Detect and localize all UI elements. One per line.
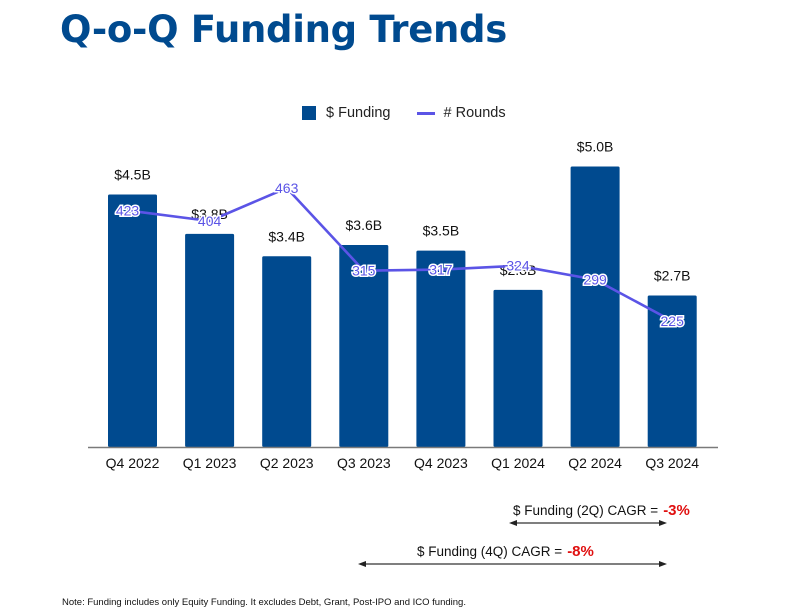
x-tick-label: Q2 2023: [260, 455, 314, 471]
cagr-2q-value: -3%: [663, 502, 690, 519]
rounds-line: [127, 186, 673, 323]
cagr-4q-annotation: $ Funding (4Q) CAGR = -8%: [417, 543, 594, 560]
cagr-4q-arrow-right-head: [659, 561, 667, 567]
funding-bar: [185, 233, 235, 447]
rounds-value-label: 317: [429, 262, 453, 278]
cagr-2q-annotation: $ Funding (2Q) CAGR = -3%: [513, 502, 690, 519]
funding-value-label: $3.4B: [268, 228, 305, 244]
x-axis-ticks: Q4 2022 Q1 2023 Q2 2023 Q3 2023 Q4 2023 Q1 20…: [106, 455, 700, 471]
rounds-value-label: 225: [661, 313, 685, 329]
funding-labels: $4.5B$3.8B$3.4B$3.6B $3.5B$2.8B$5.0B$2.7B: [114, 139, 690, 284]
page-title: Q-o-Q Funding Trends: [60, 8, 507, 51]
funding-bar: [570, 166, 620, 447]
rounds-value-label: 404: [198, 213, 222, 229]
funding-bar: [339, 245, 389, 447]
funding-value-label: $5.0B: [577, 139, 614, 155]
funding-value-label: $3.6B: [346, 217, 383, 233]
x-tick-label: Q1 2024: [491, 455, 545, 471]
funding-value-label: $2.7B: [654, 268, 691, 284]
funding-bars: [108, 166, 697, 447]
cagr-arrows: [358, 520, 667, 567]
cagr-4q-value: -8%: [567, 543, 594, 560]
x-tick-label: Q3 2024: [645, 455, 699, 471]
rounds-value-label: 463: [275, 180, 299, 196]
x-tick-label: Q1 2023: [183, 455, 237, 471]
rounds-line-group: 423 404 463 315 317 324 299 225: [114, 179, 685, 331]
funding-bar: [416, 250, 466, 447]
x-tick-label: Q3 2023: [337, 455, 391, 471]
cagr-4q-arrow-left-head: [358, 561, 366, 567]
rounds-value-label: 299: [583, 272, 607, 288]
cagr-2q-arrow-right-head: [659, 520, 667, 526]
legend-label-rounds: # Rounds: [443, 105, 506, 121]
rounds-value-label: 315: [352, 263, 376, 279]
legend-label-funding: $ Funding: [326, 105, 391, 121]
x-tick-label: Q4 2022: [106, 455, 160, 471]
funding-value-label: $3.5B: [423, 223, 460, 239]
legend-swatch-funding: [302, 106, 316, 120]
rounds-value-label: 324: [506, 258, 530, 274]
cagr-4q-text: $ Funding (4Q) CAGR =: [417, 544, 563, 559]
legend-swatch-rounds: [416, 111, 435, 115]
chart-legend: $ Funding # Rounds: [302, 105, 506, 121]
funding-bar: [493, 289, 543, 447]
cagr-2q-text: $ Funding (2Q) CAGR =: [513, 503, 659, 518]
x-tick-label: Q4 2023: [414, 455, 468, 471]
cagr-2q-arrow-left-head: [509, 520, 517, 526]
funding-value-label: $4.5B: [114, 167, 151, 183]
rounds-value-label: 423: [116, 202, 140, 218]
funding-bar: [647, 295, 697, 447]
funding-bar: [262, 256, 312, 447]
x-tick-label: Q2 2024: [568, 455, 622, 471]
footnote: Note: Funding includes only Equity Fundi…: [62, 597, 466, 608]
funding-bar: [108, 194, 157, 447]
